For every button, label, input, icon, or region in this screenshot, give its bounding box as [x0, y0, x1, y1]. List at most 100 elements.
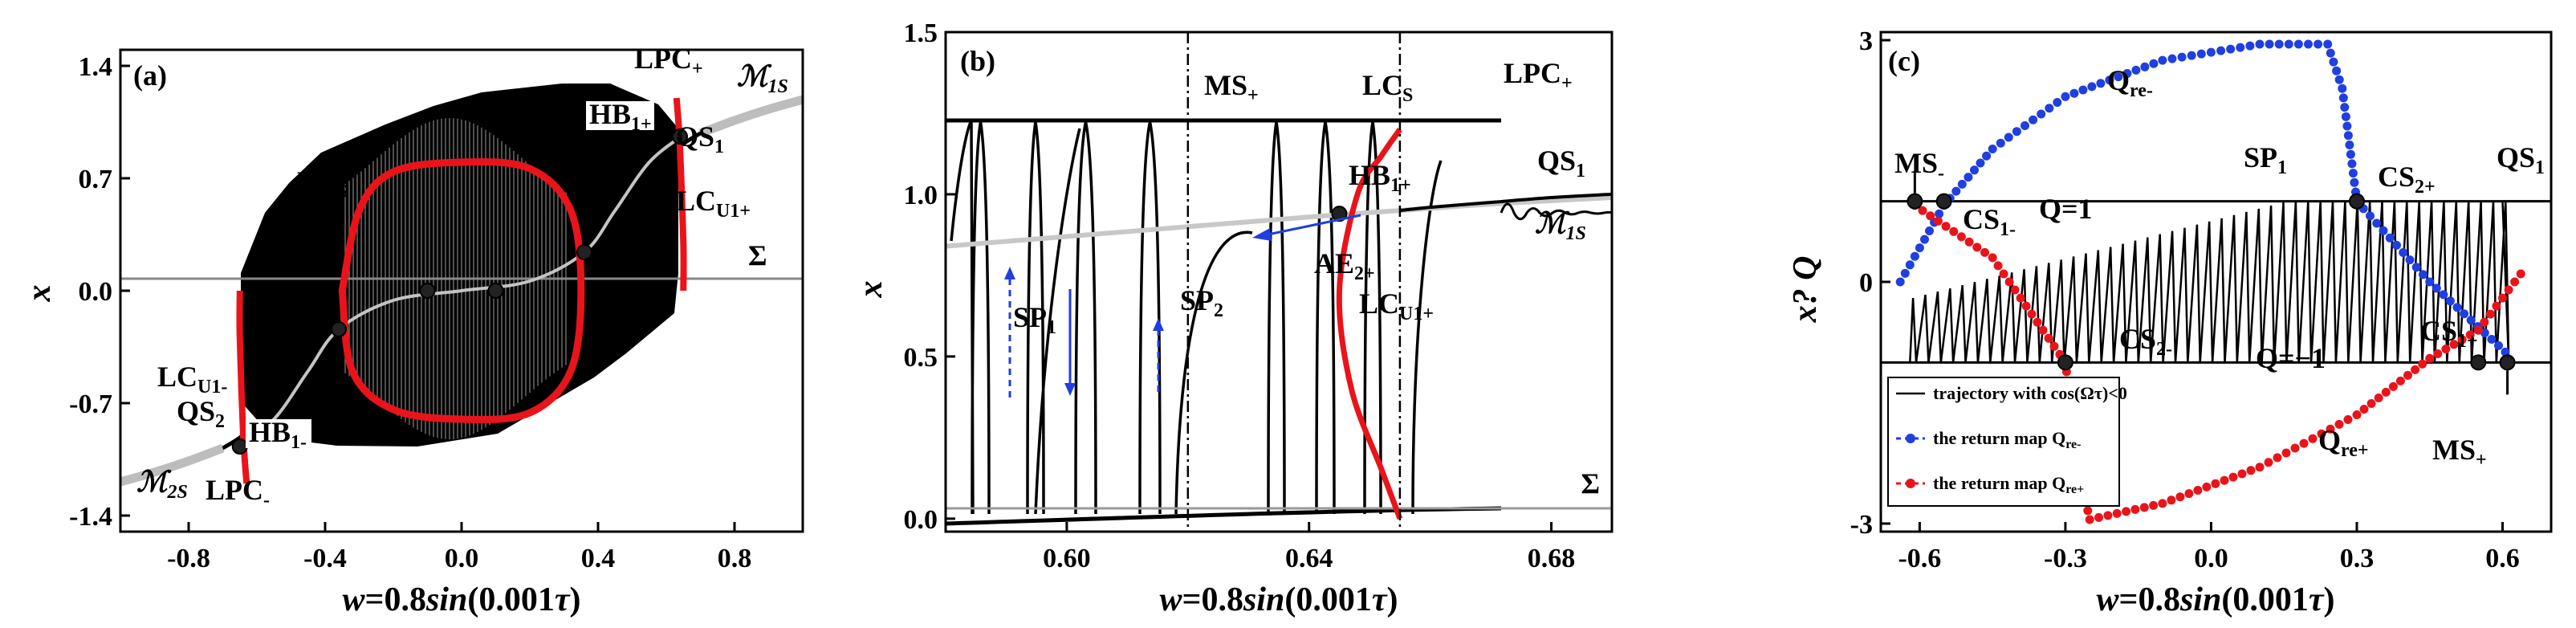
- ae2-arrowhead: [1252, 228, 1272, 241]
- qre-minus-point: [2087, 82, 2097, 92]
- label-lcu1minus: LCU1-: [157, 361, 227, 398]
- qre-minus-point: [2196, 49, 2206, 59]
- label-ms-minus: MS-: [1894, 147, 1944, 184]
- slow-manifold-curve: [235, 133, 685, 448]
- qre-minus-point: [2177, 52, 2187, 62]
- qre-plus-point: [2433, 349, 2443, 358]
- label-qs1: QS1: [1537, 145, 1585, 181]
- y-tick-label: 1.5: [904, 18, 938, 48]
- qre-plus-point: [2094, 512, 2103, 522]
- ae2-arrow: [1260, 214, 1361, 238]
- qre-minus-point: [2061, 92, 2070, 101]
- point-marker: [231, 438, 248, 455]
- qre-plus-point: [2449, 340, 2459, 349]
- y-axis-label: x? Q: [1787, 256, 1824, 324]
- label-ms-plus: MS+: [2432, 434, 2487, 471]
- qre-plus-point: [2334, 419, 2344, 429]
- y-tick-label: -3: [1850, 510, 1873, 540]
- panel-label: (b): [960, 45, 995, 77]
- qre-plus-point: [2122, 507, 2131, 516]
- qre-plus-point: [2465, 330, 2475, 340]
- label-lpc-minus: LPC-: [206, 474, 270, 511]
- label-cs2plus: CS2+: [2378, 161, 2436, 198]
- qre-plus-point: [2308, 434, 2318, 443]
- qre-minus-point: [2187, 51, 2196, 60]
- legend-label-qre-minus: the return map Qre-: [1933, 428, 2081, 451]
- qre-plus-point: [1972, 243, 1982, 252]
- qre-plus-point: [2004, 277, 2014, 287]
- qre-minus-point: [2326, 48, 2335, 58]
- panel-label: (c): [1888, 45, 1920, 77]
- label-m2s: ℳ2S: [136, 466, 188, 503]
- qre-plus-point: [2457, 335, 2467, 345]
- qre-plus-point: [1949, 226, 1959, 236]
- qre-plus-point: [2352, 410, 2362, 419]
- qre-minus-point: [2494, 341, 2503, 350]
- qre-plus-point: [2381, 387, 2391, 397]
- y-tick-label: 3: [1859, 27, 1873, 56]
- qre-plus-point: [2516, 269, 2525, 279]
- qre-plus-point: [2264, 458, 2273, 467]
- x-tick-label: 0.8: [718, 544, 752, 573]
- qre-minus-point: [1910, 251, 1919, 261]
- qre-minus-point: [2045, 104, 2054, 113]
- x-tick-label: 0.6: [2485, 544, 2520, 573]
- qre-minus-point: [2167, 54, 2177, 63]
- label-hb1minus: HB1-: [249, 416, 307, 453]
- qre-plus-point: [2441, 345, 2451, 354]
- qre-plus-point: [1956, 232, 1966, 242]
- qre-minus-point: [2372, 218, 2382, 228]
- x-tick-label: -0.6: [1898, 544, 1941, 573]
- point-marker: [672, 128, 688, 145]
- qre-minus-point: [1957, 179, 1967, 189]
- x-axis-label: w=0.8sin(0.001τ): [343, 581, 581, 618]
- point-marker: [2057, 354, 2073, 371]
- label-lpc-plus: LPC+: [1504, 57, 1573, 94]
- qre-plus-point: [2085, 515, 2094, 524]
- panel-c: -0.6 -0.3 0.0 0.3 0.6 -3 0 3 (c) MS- CS1- Q=1 Q…: [1787, 27, 2553, 618]
- qre-minus-point: [2405, 255, 2415, 265]
- x-axis-label: w=0.8sin(0.001τ): [2097, 581, 2335, 618]
- qre-plus-point: [2492, 301, 2501, 311]
- qre-minus-point: [2334, 75, 2344, 84]
- qre-plus-point: [2027, 309, 2037, 319]
- qre-minus-point: [2245, 41, 2255, 51]
- label-qre-minus: Qre-: [2107, 64, 2153, 101]
- qre-minus-point: [2314, 39, 2323, 49]
- point-marker: [2499, 354, 2516, 371]
- label-qre-plus: Qre+: [2318, 424, 2369, 461]
- point-marker: [419, 283, 436, 299]
- qre-plus-point: [2359, 405, 2369, 414]
- qre-minus-point: [2265, 39, 2274, 49]
- label-ae2plus: AE2+: [1314, 247, 1375, 284]
- bottom-manifold-curve: [946, 506, 1502, 526]
- qre-plus-point: [2033, 317, 2042, 327]
- qre-plus-point: [2473, 325, 2483, 335]
- qre-plus-point: [2326, 424, 2335, 434]
- qre-plus-point: [2139, 503, 2149, 512]
- qre-plus-point: [2103, 511, 2113, 520]
- x-tick-label: 0.0: [2194, 544, 2228, 573]
- qre-plus-point: [2021, 301, 2031, 311]
- qre-minus-point: [1951, 186, 1961, 196]
- x-tick-label: 0.64: [1285, 544, 1333, 573]
- qre-plus-point: [2246, 466, 2256, 475]
- qre-plus-point: [1926, 211, 1935, 221]
- qre-plus-point: [2480, 317, 2489, 327]
- point-marker: [576, 244, 592, 260]
- qre-plus-point: [2167, 495, 2176, 505]
- qre-plus-point: [2374, 394, 2383, 402]
- qre-minus-point: [2255, 39, 2265, 49]
- qre-minus-point: [2439, 290, 2448, 300]
- qre-plus-point: [2317, 429, 2326, 438]
- y-tick-label: 0.0: [904, 505, 938, 535]
- point-marker: [1331, 206, 1348, 222]
- qre-minus-point: [2158, 55, 2167, 65]
- qre-minus-point: [2411, 263, 2421, 272]
- qre-minus-point: [2078, 85, 2088, 95]
- arrowhead: [1004, 267, 1015, 279]
- label-sp1: SP1: [1013, 301, 1056, 338]
- label-cs1minus: CS1-: [1963, 203, 2016, 240]
- qre-minus-point: [2012, 127, 2021, 137]
